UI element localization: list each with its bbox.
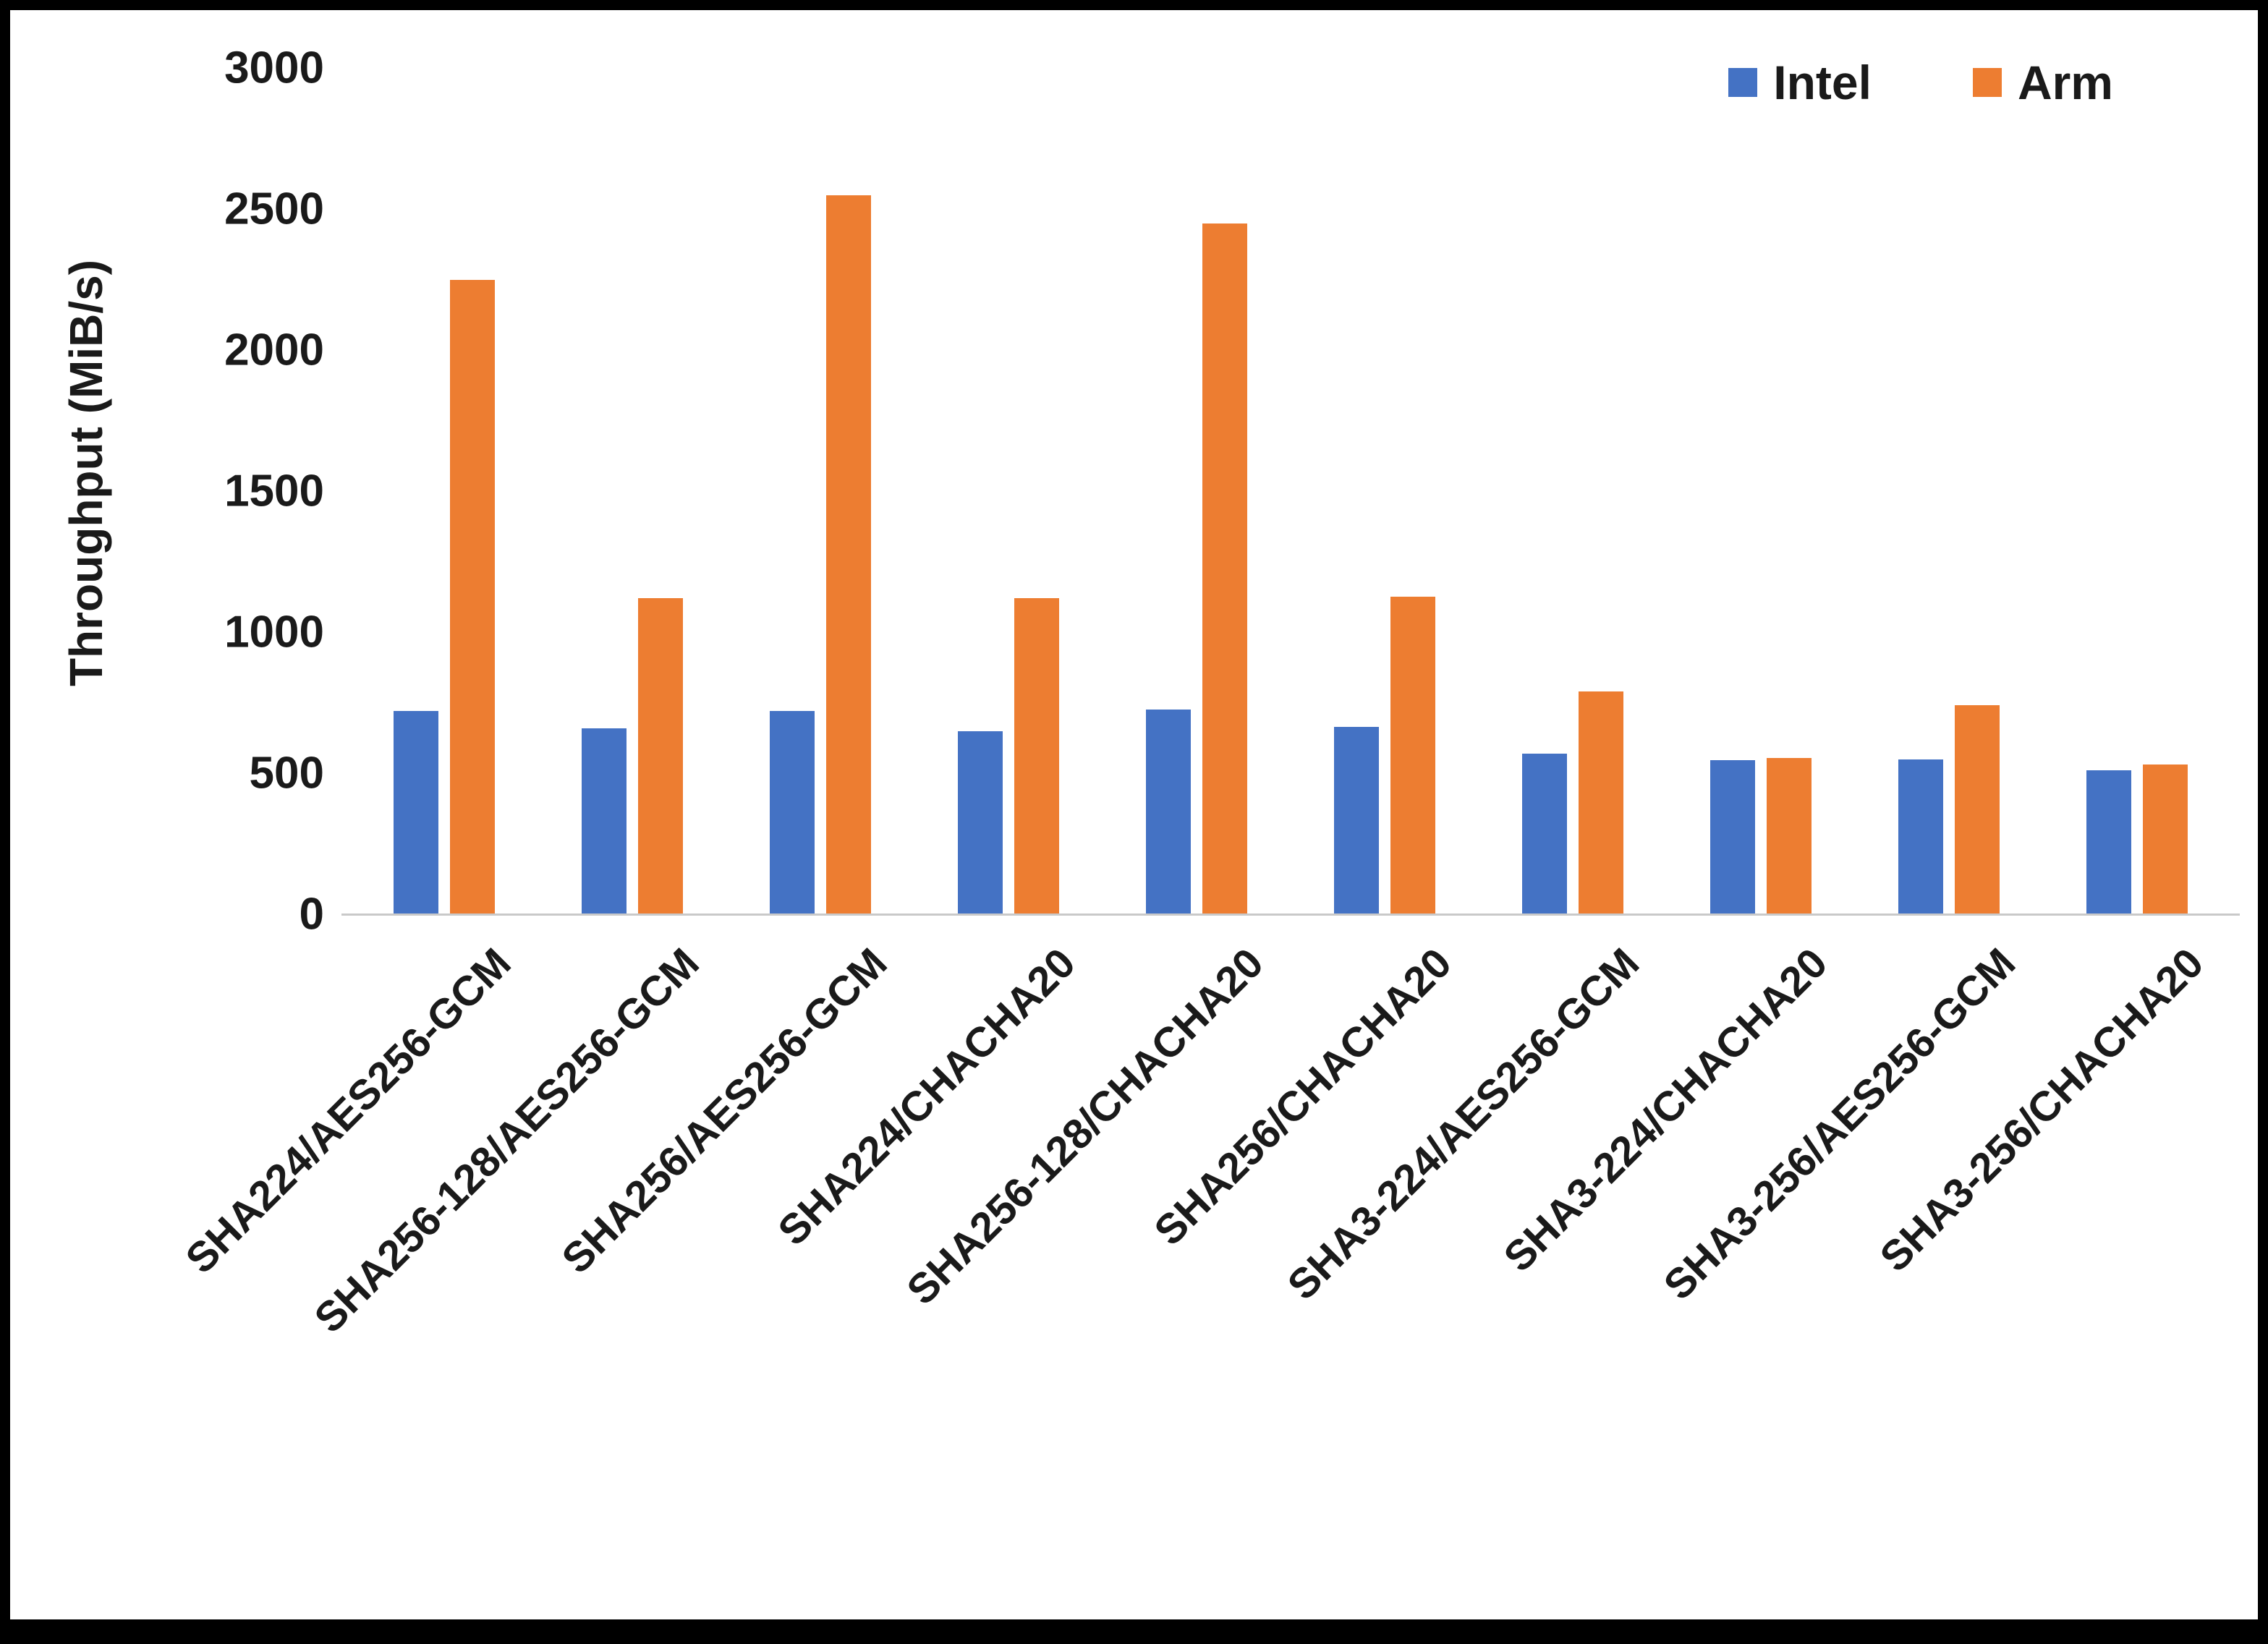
bar-intel-5 (1146, 710, 1191, 914)
bar-intel-9 (1898, 759, 1943, 914)
bar-arm-3 (826, 195, 871, 914)
bar-arm-1 (450, 279, 495, 914)
x-axis-labels: SHA224/AES256-GCM SHA256-128/AES256-GCM SH… (177, 939, 2213, 1342)
bar-arm-9 (1955, 705, 2000, 914)
y-tick-label: 2500 (224, 184, 324, 234)
x-axis-line (341, 913, 2240, 916)
legend: Intel Arm (1728, 55, 2113, 110)
legend-swatch-intel (1728, 68, 1758, 97)
y-axis-title: Throughput (MiB/s) (60, 259, 112, 687)
y-tick-label: 500 (249, 748, 324, 798)
legend-item-intel: Intel (1728, 55, 1872, 110)
legend-label-intel: Intel (1773, 56, 1872, 109)
bar-intel-8 (1710, 760, 1755, 914)
bar-arm-5 (1202, 223, 1247, 914)
y-tick-label: 2000 (224, 325, 324, 375)
bar-arm-4 (1014, 598, 1059, 914)
y-tick-label: 3000 (224, 43, 324, 93)
y-tick-label: 1000 (224, 607, 324, 657)
plot-area: 0 500 1000 1500 2000 2500 3000 SHA224/AES256-G… (177, 43, 2240, 1342)
bar-arm-10 (2143, 764, 2188, 914)
legend-item-arm: Arm (1972, 55, 2113, 110)
bar-intel-3 (770, 711, 815, 914)
bar-arm-6 (1390, 597, 1435, 914)
bars-layer (350, 68, 2231, 914)
bar-arm-2 (638, 598, 683, 914)
bar-arm-7 (1579, 691, 1623, 914)
bar-intel-6 (1334, 726, 1379, 914)
bar-intel-4 (958, 731, 1003, 914)
bar-intel-10 (2086, 770, 2131, 914)
legend-swatch-arm (1972, 68, 2002, 97)
bar-intel-1 (394, 711, 438, 914)
legend-label-arm: Arm (2017, 56, 2113, 109)
y-tick-label: 1500 (224, 466, 324, 516)
bar-arm-8 (1767, 757, 1812, 914)
bar-intel-7 (1522, 753, 1567, 914)
y-tick-label: 0 (299, 889, 324, 940)
bar-intel-2 (582, 728, 627, 914)
